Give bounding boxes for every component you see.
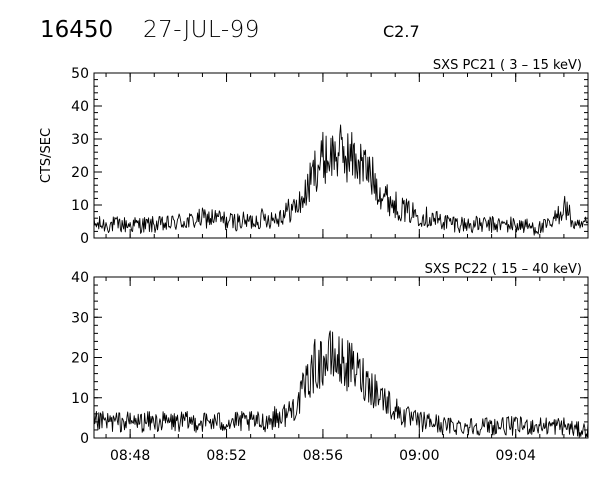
y-tick-label: 30 [71, 132, 89, 148]
y-tick-label: 0 [80, 431, 89, 447]
y-tick-label: 50 [71, 66, 89, 82]
event-id: 16450 [40, 17, 114, 43]
series-line [93, 124, 589, 236]
x-tick-label: 09:00 [399, 448, 439, 464]
y-tick-label: 30 [71, 310, 89, 326]
y-tick-label: 40 [71, 99, 89, 115]
plot-frame [93, 72, 589, 239]
x-tick-label: 09:04 [496, 448, 536, 464]
panel-title: SXS PC22 ( 15 – 40 keV) [425, 262, 582, 277]
y-tick-label: 10 [71, 391, 89, 407]
y-tick-label: 20 [71, 165, 89, 181]
event-date: 27-JUL-99 [143, 17, 260, 43]
x-tick-label: 08:48 [110, 448, 150, 464]
y-tick-label: 0 [80, 231, 89, 247]
plot-frame [93, 276, 589, 439]
y-tick-label: 20 [71, 351, 89, 367]
y-tick-label: 10 [71, 198, 89, 214]
flare-class: C2.7 [383, 22, 420, 41]
y-axis-label: CTS/SEC [39, 128, 54, 183]
y-tick-label: 40 [71, 270, 89, 286]
series-line [93, 330, 589, 439]
x-tick-label: 08:56 [303, 448, 343, 464]
x-tick-label: 08:52 [206, 448, 246, 464]
panel-title: SXS PC21 ( 3 – 15 keV) [433, 58, 582, 73]
